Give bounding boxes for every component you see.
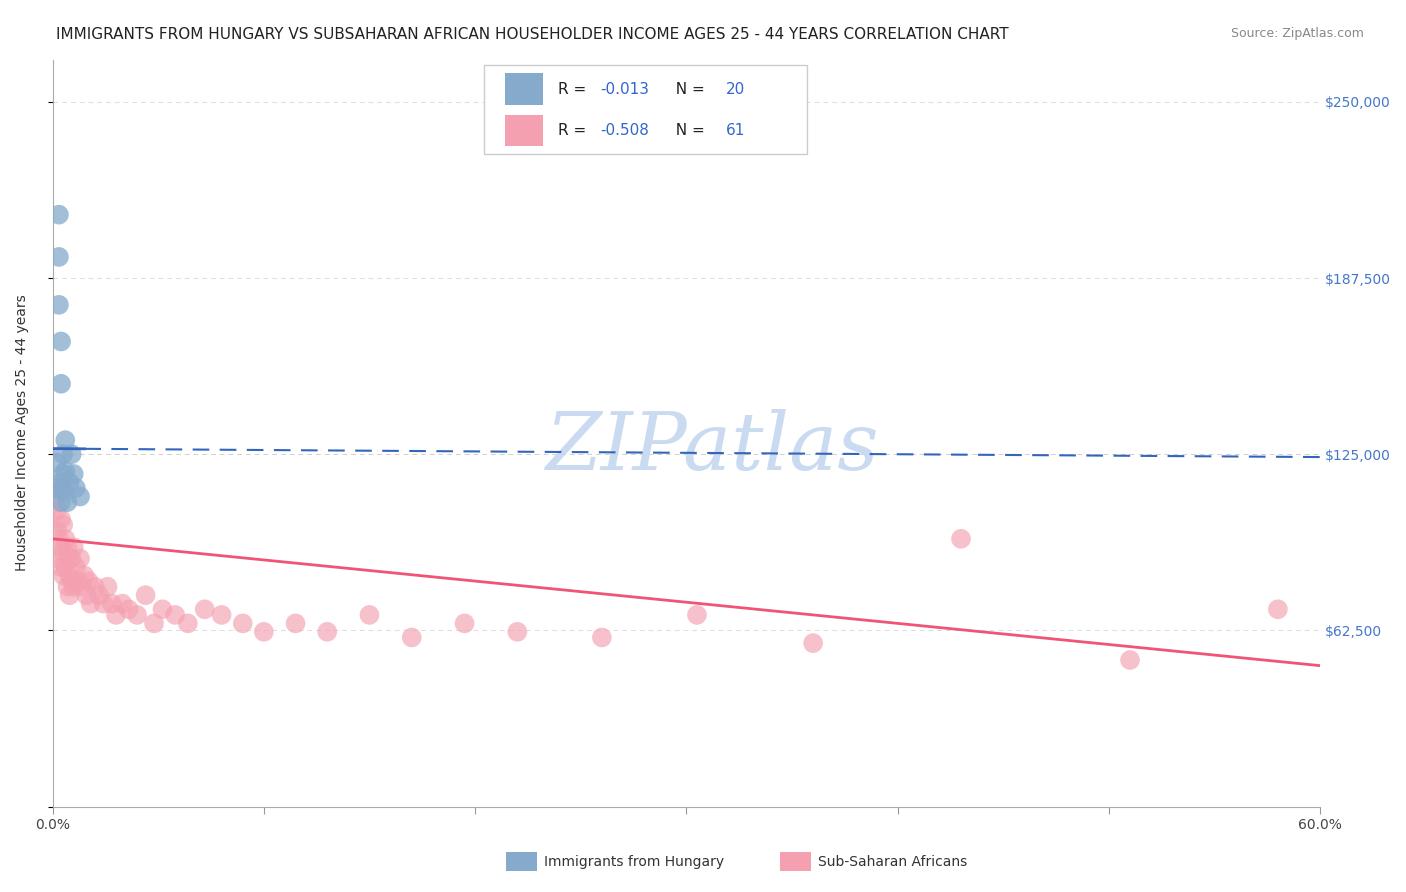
- Point: [52, 467, 75, 481]
- Point: [58, 551, 80, 566]
- Point: [453, 616, 475, 631]
- Point: [49, 560, 72, 574]
- Point: [118, 602, 141, 616]
- Point: [79, 597, 101, 611]
- Point: [211, 607, 233, 622]
- Text: N =: N =: [666, 123, 714, 137]
- Point: [127, 607, 149, 622]
- Point: [49, 376, 72, 391]
- Point: [58, 568, 80, 582]
- Point: [60, 574, 83, 588]
- Point: [194, 602, 217, 616]
- Point: [135, 588, 157, 602]
- Point: [284, 616, 307, 631]
- Point: [52, 568, 75, 582]
- Point: [45, 524, 67, 538]
- Text: 20: 20: [725, 81, 745, 96]
- Point: [152, 602, 174, 616]
- Point: [177, 616, 200, 631]
- Point: [49, 541, 72, 555]
- Point: [111, 597, 134, 611]
- Point: [73, 568, 96, 582]
- Point: [316, 624, 339, 639]
- Text: R =: R =: [558, 81, 592, 96]
- Point: [62, 541, 84, 555]
- Point: [48, 483, 70, 498]
- Point: [165, 607, 187, 622]
- Point: [52, 447, 75, 461]
- Text: -0.013: -0.013: [600, 81, 650, 96]
- Point: [58, 588, 80, 602]
- Point: [49, 475, 72, 490]
- Point: [1267, 602, 1289, 616]
- FancyBboxPatch shape: [484, 65, 807, 154]
- Text: IMMIGRANTS FROM HUNGARY VS SUBSAHARAN AFRICAN HOUSEHOLDER INCOME AGES 25 - 44 YE: IMMIGRANTS FROM HUNGARY VS SUBSAHARAN AF…: [56, 27, 1010, 42]
- Point: [48, 208, 70, 222]
- Point: [44, 495, 66, 509]
- Point: [60, 551, 83, 566]
- Point: [48, 298, 70, 312]
- Text: Sub-Saharan Africans: Sub-Saharan Africans: [818, 855, 967, 869]
- Point: [48, 250, 70, 264]
- Point: [950, 532, 973, 546]
- Point: [801, 636, 824, 650]
- Point: [56, 495, 79, 509]
- Point: [686, 607, 709, 622]
- Point: [253, 624, 276, 639]
- FancyBboxPatch shape: [505, 73, 543, 104]
- Text: Immigrants from Hungary: Immigrants from Hungary: [544, 855, 724, 869]
- Text: N =: N =: [666, 81, 710, 96]
- Text: 61: 61: [725, 123, 745, 137]
- Point: [45, 456, 67, 470]
- Point: [56, 580, 79, 594]
- Point: [45, 481, 67, 495]
- Point: [53, 560, 76, 574]
- Point: [65, 560, 87, 574]
- Point: [52, 546, 75, 560]
- Point: [77, 574, 100, 588]
- Point: [49, 512, 72, 526]
- Point: [56, 541, 79, 555]
- Point: [359, 607, 381, 622]
- Text: R =: R =: [558, 123, 592, 137]
- Point: [1119, 653, 1142, 667]
- Point: [591, 631, 613, 645]
- Point: [104, 607, 127, 622]
- Text: ZIPatlas: ZIPatlas: [546, 409, 879, 487]
- Point: [52, 483, 75, 498]
- Point: [69, 490, 91, 504]
- Point: [232, 616, 254, 631]
- Text: -0.508: -0.508: [600, 123, 650, 137]
- Point: [143, 616, 166, 631]
- Point: [70, 580, 93, 594]
- Point: [53, 464, 76, 478]
- Point: [100, 597, 122, 611]
- Point: [45, 503, 67, 517]
- Point: [87, 588, 110, 602]
- Point: [91, 597, 114, 611]
- Point: [58, 475, 80, 490]
- Point: [60, 447, 83, 461]
- Point: [48, 551, 70, 566]
- Point: [65, 481, 87, 495]
- Point: [49, 495, 72, 509]
- Point: [69, 551, 91, 566]
- FancyBboxPatch shape: [505, 114, 543, 146]
- Point: [53, 532, 76, 546]
- Point: [75, 588, 97, 602]
- Point: [66, 574, 89, 588]
- Point: [401, 631, 423, 645]
- Point: [52, 517, 75, 532]
- Point: [62, 580, 84, 594]
- Point: [83, 580, 105, 594]
- Text: Source: ZipAtlas.com: Source: ZipAtlas.com: [1230, 27, 1364, 40]
- Point: [49, 334, 72, 349]
- Y-axis label: Householder Income Ages 25 - 44 years: Householder Income Ages 25 - 44 years: [15, 294, 30, 572]
- Point: [53, 433, 76, 447]
- Point: [506, 624, 529, 639]
- Point: [96, 580, 118, 594]
- Point: [48, 532, 70, 546]
- Point: [62, 467, 84, 481]
